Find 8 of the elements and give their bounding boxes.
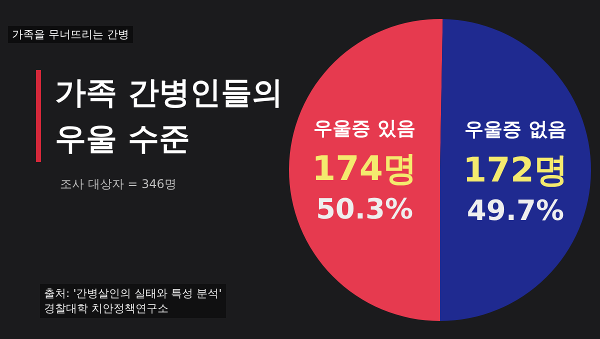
text: 가족을 무너뜨리는 간병: [8, 26, 133, 43]
data-label: 172명 49.7%: [463, 150, 568, 227]
data-label: 174명 50.3%: [312, 149, 417, 226]
text: 조사 대상자 = 346명: [60, 176, 176, 193]
slice-label: 우울증 있음: [314, 117, 416, 140]
slice-label: 우울증 없음: [464, 118, 566, 141]
source-note: 출처: '간병살인의 실태와 특성 분석' 경찰대학 치안정책연구소: [44, 286, 222, 316]
text: 가족 간병인들의 우울 수준: [55, 74, 283, 159]
